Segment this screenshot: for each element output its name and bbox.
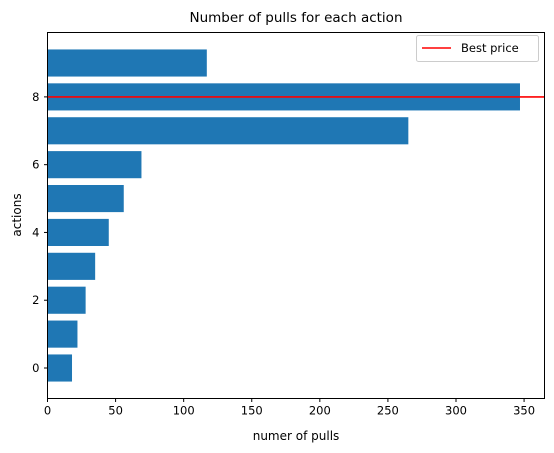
x-tick-label: 100 [173, 404, 195, 418]
chart-title: Number of pulls for each action [189, 10, 402, 26]
axes-frame [47, 32, 545, 399]
bar-action-9 [47, 49, 207, 77]
bar-action-1 [47, 320, 78, 348]
bar-action-7 [47, 117, 409, 145]
y-tick-label: 6 [32, 158, 39, 172]
bar-action-2 [47, 286, 86, 314]
x-tick-label: 250 [377, 404, 399, 418]
x-tick-label: 150 [241, 404, 263, 418]
x-tick-label: 200 [309, 404, 331, 418]
legend-label-best-price: Best price [461, 41, 519, 55]
legend-box [416, 35, 539, 62]
x-tick-label: 0 [44, 404, 51, 418]
x-tick-label: 300 [445, 404, 467, 418]
bar-action-6 [47, 151, 142, 179]
x-tick-label: 50 [108, 404, 123, 418]
y-tick-label: 4 [32, 225, 39, 239]
y-tick-label: 8 [32, 90, 39, 104]
legend: Best price [416, 35, 539, 62]
x-axis-ticks: 0 50 100 150 200 250 300 350 [44, 398, 535, 418]
x-tick-label: 350 [513, 404, 535, 418]
y-tick-label: 2 [32, 293, 39, 307]
x-axis-label: numer of pulls [253, 429, 340, 443]
bar-action-0 [47, 354, 73, 382]
y-axis-label: actions [10, 193, 24, 236]
y-tick-label: 0 [32, 361, 39, 375]
bar-action-3 [47, 252, 96, 280]
bars-group [47, 49, 520, 382]
y-axis-ticks: 0 2 4 6 8 [32, 90, 48, 375]
bar-action-4 [47, 218, 109, 246]
bar-action-5 [47, 185, 124, 213]
